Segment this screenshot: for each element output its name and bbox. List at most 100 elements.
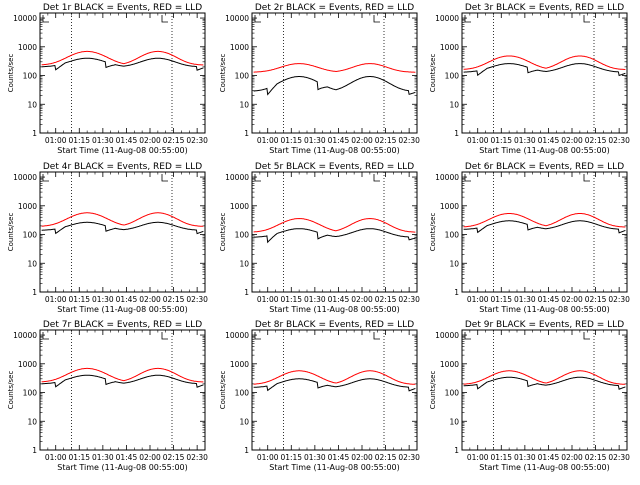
plot-frame xyxy=(251,171,418,293)
y-tick-label: 1 xyxy=(244,446,249,455)
x-tick-label: 02:15 xyxy=(163,453,185,462)
x-tick-label: 02:15 xyxy=(585,136,607,145)
y-tick-label: 10000 xyxy=(13,331,37,340)
x-tick-label: 01:15 xyxy=(490,295,512,304)
corner-marker xyxy=(373,15,380,23)
corner-marker xyxy=(161,174,168,182)
corner-marker xyxy=(42,332,49,340)
x-tick-label: 02:30 xyxy=(398,453,420,462)
panel-title: Det 2r BLACK = Events, RED = LLD xyxy=(255,3,414,13)
y-tick-label: 1 xyxy=(454,129,459,138)
x-tick-label: 01:15 xyxy=(68,453,90,462)
y-tick-label: 100 xyxy=(23,389,38,398)
y-tick-label: 10 xyxy=(27,259,37,268)
x-tick-label: 02:00 xyxy=(561,136,583,145)
panel-title: Det 3r BLACK = Events, RED = LLD xyxy=(465,3,624,13)
plot-frame xyxy=(461,329,628,451)
y-tick-label: 100 xyxy=(235,389,250,398)
lld-series-line xyxy=(463,55,626,70)
y-tick-label: 1 xyxy=(454,446,459,455)
x-tick-label: 01:15 xyxy=(68,295,90,304)
panel-title: Det 1r BLACK = Events, RED = LLD xyxy=(43,3,202,13)
corner-marker xyxy=(583,174,590,182)
x-tick-label: 02:00 xyxy=(351,295,373,304)
x-tick-label: 01:45 xyxy=(328,295,350,304)
corner-marker xyxy=(161,15,168,23)
panel-title: Det 9r BLACK = Events, RED = LLD xyxy=(465,320,624,330)
y-tick-label: 100 xyxy=(445,72,460,81)
y-tick-label: 10 xyxy=(239,100,249,109)
corner-marker xyxy=(42,174,49,182)
x-tick-label: 01:15 xyxy=(280,453,302,462)
y-tick-label: 10000 xyxy=(225,14,249,23)
x-tick-label: 01:15 xyxy=(68,136,90,145)
events-series-line xyxy=(463,63,626,77)
y-axis-label: Counts/sec xyxy=(7,213,15,252)
x-tick-label: 01:00 xyxy=(257,295,279,304)
x-tick-label: 02:15 xyxy=(585,453,607,462)
y-tick-label: 100 xyxy=(445,389,460,398)
x-tick-label: 01:00 xyxy=(467,136,489,145)
x-tick-label: 01:30 xyxy=(304,453,326,462)
events-series-line xyxy=(253,228,416,244)
y-axis-label: Counts/sec xyxy=(7,371,15,410)
panel-title: Det 7r BLACK = Events, RED = LLD xyxy=(43,320,202,330)
x-tick-label: 02:00 xyxy=(561,295,583,304)
x-tick-label: 01:45 xyxy=(538,136,560,145)
y-tick-label: 1 xyxy=(244,129,249,138)
lld-series-line xyxy=(253,370,416,385)
x-axis-label: Start Time (11-Aug-08 00:55:00) xyxy=(269,305,400,314)
y-tick-label: 1000 xyxy=(18,360,37,369)
panel-det-1: 1 10 100 1000 10000 01:00 01:15 01:30 01:45 02:00… xyxy=(7,3,208,155)
corner-marker xyxy=(254,15,261,23)
y-tick-label: 10000 xyxy=(435,173,459,182)
x-tick-label: 01:30 xyxy=(304,295,326,304)
corner-marker xyxy=(464,332,471,340)
y-tick-label: 10 xyxy=(239,417,249,426)
plot-frame xyxy=(461,171,628,293)
events-series-line xyxy=(463,376,626,390)
plot-frame xyxy=(39,171,206,293)
x-tick-label: 02:30 xyxy=(186,453,208,462)
y-tick-label: 10 xyxy=(449,259,459,268)
y-tick-label: 1000 xyxy=(440,360,459,369)
x-tick-label: 02:30 xyxy=(186,136,208,145)
x-tick-label: 01:00 xyxy=(257,136,279,145)
x-tick-label: 02:15 xyxy=(163,295,185,304)
x-tick-label: 01:30 xyxy=(92,453,114,462)
lld-series-line xyxy=(463,213,626,228)
y-tick-label: 10000 xyxy=(225,173,249,182)
x-tick-label: 01:30 xyxy=(514,453,536,462)
y-tick-label: 1 xyxy=(32,129,37,138)
x-tick-label: 01:45 xyxy=(328,453,350,462)
panel-title: Det 5r BLACK = Events, RED = LLD xyxy=(255,162,414,172)
x-axis-label: Start Time (11-Aug-08 00:55:00) xyxy=(57,463,188,472)
y-tick-label: 10 xyxy=(27,100,37,109)
corner-marker xyxy=(464,15,471,23)
x-tick-label: 01:45 xyxy=(116,295,138,304)
lld-series-line xyxy=(253,63,416,73)
x-tick-label: 02:00 xyxy=(139,136,161,145)
y-tick-label: 1 xyxy=(244,288,249,297)
y-axis-label: Counts/sec xyxy=(219,54,227,93)
y-axis-label: Counts/sec xyxy=(429,371,437,410)
y-tick-label: 10000 xyxy=(13,14,37,23)
x-tick-label: 02:30 xyxy=(608,136,630,145)
events-series-line xyxy=(253,378,416,392)
x-tick-label: 01:00 xyxy=(257,453,279,462)
panel-det-5: 1 10 100 1000 10000 01:00 01:15 01:30 01:45 02:00… xyxy=(219,162,420,314)
corner-marker xyxy=(254,174,261,182)
plot-frame xyxy=(251,329,418,451)
x-tick-label: 02:30 xyxy=(608,295,630,304)
y-tick-label: 10000 xyxy=(435,14,459,23)
panel-det-6: 1 10 100 1000 10000 01:00 01:15 01:30 01:45 02:00… xyxy=(429,162,630,314)
x-tick-label: 01:00 xyxy=(467,295,489,304)
x-tick-label: 02:00 xyxy=(561,453,583,462)
lld-series-line xyxy=(41,212,204,227)
x-tick-label: 01:30 xyxy=(304,136,326,145)
corner-marker xyxy=(254,332,261,340)
y-tick-label: 100 xyxy=(235,231,250,240)
y-tick-label: 1 xyxy=(32,288,37,297)
